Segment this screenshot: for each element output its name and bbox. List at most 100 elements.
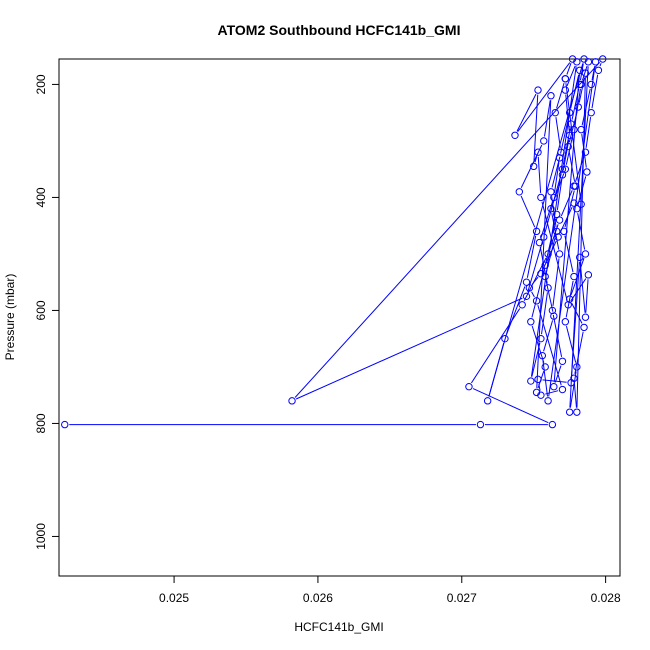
series-segment [581,134,587,168]
series-segment [542,360,549,397]
data-point [591,58,600,66]
data-point [550,193,558,202]
data-point [574,103,582,111]
data-point [518,301,526,309]
data-point [540,233,548,241]
data-point [540,137,548,145]
series-segment [488,63,584,397]
data-point [544,397,552,405]
series-segment [570,74,580,109]
data-point [537,391,545,399]
series-segment [537,305,562,386]
data-point [550,312,558,320]
data-point [564,301,572,309]
data-point [483,397,492,405]
data-point [581,250,590,258]
series-segment [585,279,589,313]
series-segment [566,65,576,87]
series-segment [533,94,539,162]
data-point [573,205,581,213]
series-segment [531,291,535,298]
data-point [511,131,519,139]
data-point [544,284,552,292]
data-point [553,210,561,219]
data-point [570,125,578,134]
x-tick-label: 0.028 [591,591,621,605]
data-point [577,125,585,134]
data-point [288,397,296,405]
y-tick-label: 800 [34,413,48,433]
x-tick-label: 0.026 [303,591,333,605]
series-segment [295,297,523,400]
series-segment [543,320,554,352]
data-point [476,420,485,429]
series-segment [534,156,538,163]
series-segment [472,388,549,424]
series-segment [574,331,584,374]
data-point [580,323,588,332]
series-segment [294,61,601,398]
series-segment [541,201,568,301]
data-point [558,171,567,179]
data-point [581,313,590,321]
series-segment [551,196,557,227]
chart-title: ATOM2 Southbound HCFC141b_GMI [218,22,461,38]
data-point [594,66,603,75]
series-segment [553,74,580,383]
data-point [548,420,557,429]
data-point [576,66,584,75]
series-segment [516,93,537,132]
data-point [567,379,575,387]
series-segment [581,88,591,126]
series-segment [577,213,586,250]
data-point [565,108,574,117]
data-point [576,253,584,262]
plot-frame [58,58,621,577]
data-point [561,75,570,83]
series-segment [568,150,576,182]
data-point [527,377,535,385]
series-segment [560,116,570,154]
series-segment [551,213,560,250]
series-segment [548,66,596,397]
series-segment [531,342,541,377]
data-point [565,131,574,139]
series-segment [569,371,577,408]
series-segment [538,383,541,391]
series-segment [541,292,548,335]
series-segment [562,128,571,165]
plot-area [61,55,607,429]
y-axis: 200 400 600 800 1000 [34,74,59,550]
data-point [577,80,585,89]
y-tick-label: 400 [34,187,48,207]
data-point [587,108,595,117]
data-point [581,148,590,156]
data-point [587,80,595,89]
data-point [561,165,570,173]
data-point [570,199,578,207]
series-segment [506,286,526,335]
data-point [551,108,559,117]
data-point [537,193,545,202]
series-segment [527,241,543,293]
series-segment [571,302,583,324]
data-point [538,351,547,360]
data-point [555,250,564,258]
series-segment [599,63,602,67]
data-point [599,55,607,63]
series-segment [576,77,586,408]
series-segment [551,156,561,188]
data-point [570,272,578,281]
data-point [541,363,549,371]
series-segment [565,280,574,318]
series-segment [531,325,545,363]
x-tick-label: 0.027 [447,591,477,605]
series-segment [520,195,536,228]
series-segment [520,144,543,188]
data-point [581,69,590,77]
data-point [535,238,544,247]
series-segment [537,156,542,193]
series-segment [570,261,580,379]
series-segment [556,179,563,211]
